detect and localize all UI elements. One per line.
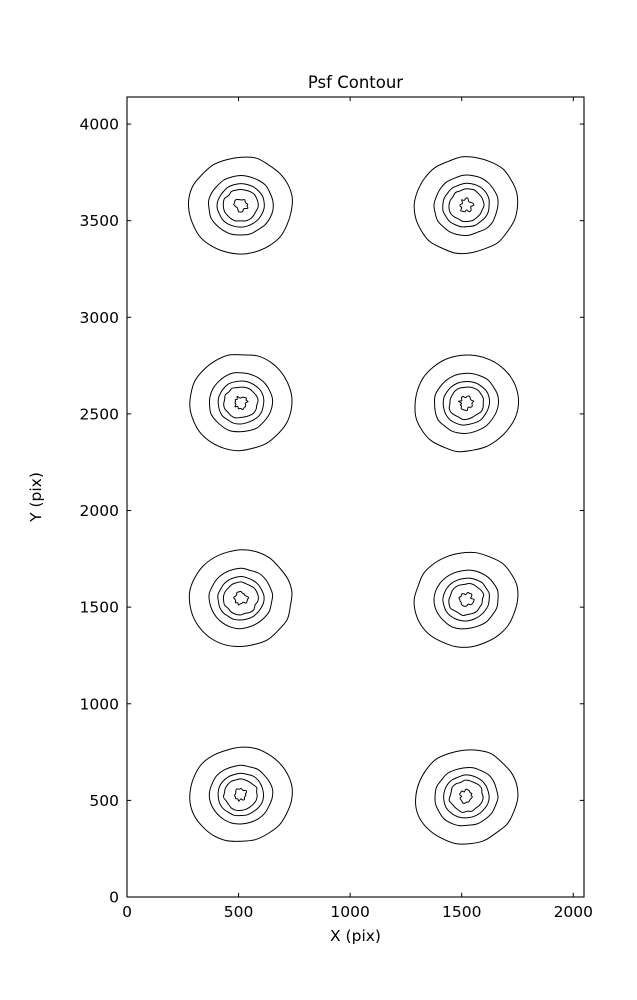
contour-ring-3: [222, 189, 259, 222]
contour-ring-0: [189, 354, 293, 452]
x-tick-labels: 0 500 1000 1500 2000: [122, 903, 593, 921]
contour-ring-3: [448, 386, 484, 421]
contour-ring-3: [448, 188, 485, 223]
axes-spines: [126, 96, 585, 898]
contour-ring-1: [208, 567, 274, 630]
contour-ring-4: [459, 197, 475, 213]
contour-ring-3: [223, 386, 259, 419]
contour-ring-1: [433, 569, 499, 630]
contour-ring-0: [187, 156, 293, 255]
contour-ring-2: [443, 774, 490, 819]
contour-ring-4: [234, 395, 249, 411]
y-axis-label: Y (pix): [27, 472, 45, 523]
contour-ring-0: [189, 746, 293, 842]
psf-r3-c2: [413, 551, 519, 648]
contour-ring-0: [414, 354, 520, 453]
psf-r2-c1: [189, 354, 293, 452]
contour-ring-2: [442, 182, 490, 228]
contour-ring-2: [216, 183, 265, 228]
contour-ring-4: [233, 198, 249, 213]
contour-ring-4: [458, 592, 475, 607]
psf-r1-c1: [187, 156, 293, 255]
contour-ring-2: [217, 380, 265, 425]
psf-r3-c1: [188, 549, 293, 647]
x-tick-label-2: 1000: [330, 903, 369, 921]
psf-r4-c1: [189, 746, 293, 842]
y-tick-label-8: 4000: [80, 116, 119, 134]
psf-r4-c2: [415, 749, 519, 845]
psf-r1-c2: [413, 156, 519, 255]
y-tick-label-3: 1500: [80, 599, 119, 617]
x-tick-label-1: 500: [224, 903, 254, 921]
y-tick-labels: 0 500 1000 1500 2000 2500 3000 3500 4000: [80, 116, 119, 907]
contour-ring-0: [415, 749, 519, 845]
contour-ring-1: [208, 372, 274, 433]
contour-ring-2: [217, 576, 265, 621]
y-tick-label-0: 0: [109, 889, 119, 907]
contour-ring-1: [208, 764, 274, 825]
y-tick-label-1: 500: [89, 792, 119, 810]
y-tick-label-2: 1000: [80, 695, 119, 713]
contour-ring-3: [223, 778, 258, 811]
contour-ring-1: [434, 766, 499, 827]
y-tick-label-6: 3000: [80, 309, 119, 327]
y-tick-label-5: 2500: [80, 405, 119, 423]
y-tick-label-7: 3500: [80, 212, 119, 230]
contour-ring-2: [442, 380, 491, 426]
contour-ring-2: [217, 772, 265, 817]
x-tick-label-3: 1500: [442, 903, 481, 921]
contour-ring-3: [222, 581, 259, 616]
x-axis-label: X (pix): [330, 927, 381, 945]
contour-ring-1: [433, 174, 499, 236]
contour-ring-4: [459, 788, 473, 804]
x-tick-label-4: 2000: [554, 903, 593, 921]
x-tick-label-0: 0: [122, 903, 132, 921]
plot-title: Psf Contour: [308, 73, 403, 92]
psf-r2-c2: [414, 354, 520, 453]
contour-ring-1: [434, 372, 500, 434]
contour-ring-4: [458, 395, 475, 412]
contour-ring-4: [233, 590, 250, 606]
contour-ring-0: [413, 551, 519, 648]
contour-ring-2: [442, 577, 490, 622]
y-tick-label-4: 2000: [80, 502, 119, 520]
contour-ring-3: [448, 779, 484, 813]
contour-ring-4: [234, 788, 248, 802]
contour-ring-0: [413, 156, 519, 255]
contour-ring-0: [188, 549, 293, 647]
contour-layer: [187, 156, 520, 845]
contour-ring-3: [448, 583, 485, 616]
contour-ring-1: [207, 174, 274, 236]
